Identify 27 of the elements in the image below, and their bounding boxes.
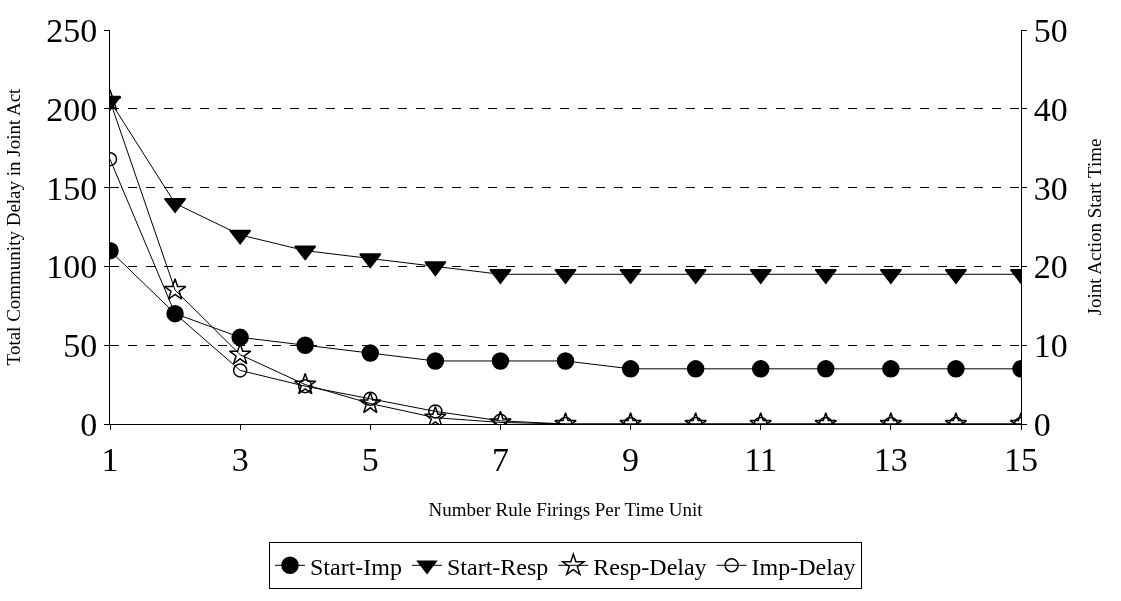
legend-label: Start-Imp — [310, 553, 402, 580]
y-tick-label: 100 — [46, 248, 98, 286]
legend-label: Resp-Delay — [593, 553, 707, 580]
y2-axis-title: Joint Action Start Time — [1083, 138, 1105, 316]
legend-label: Imp-Delay — [751, 553, 856, 580]
y-tick-label: 150 — [46, 169, 98, 207]
y2-tick-label: 0 — [1033, 405, 1051, 443]
x-tick-label: 11 — [744, 440, 778, 478]
y2-tick-label: 50 — [1033, 11, 1068, 49]
y-axis-title: Total Community Delay in Joint Act — [3, 87, 25, 366]
x-tick-label: 15 — [1004, 440, 1038, 478]
y-tick-label: 50 — [63, 327, 98, 365]
legend-label: Start-Resp — [446, 553, 549, 580]
y-tick-label: 200 — [46, 90, 98, 128]
y2-tick-label: 30 — [1033, 169, 1068, 207]
y2-tick-label: 40 — [1033, 90, 1068, 128]
y2-tick-label: 10 — [1033, 327, 1068, 365]
x-tick-label: 13 — [873, 440, 908, 478]
y2-tick-label: 20 — [1033, 248, 1068, 286]
y-tick-label: 250 — [46, 11, 98, 49]
y-tick-label: 0 — [80, 405, 98, 443]
x-tick-label: 7 — [491, 440, 509, 478]
x-axis-title: Number Rule Firings Per Time Unit — [428, 498, 704, 520]
x-tick-label: 1 — [101, 440, 119, 478]
x-tick-label: 9 — [622, 440, 640, 478]
x-tick-label: 5 — [361, 440, 379, 478]
x-tick-label: 3 — [231, 440, 249, 478]
